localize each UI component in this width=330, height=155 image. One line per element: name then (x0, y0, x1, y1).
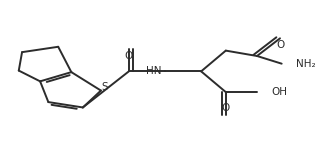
Text: OH: OH (272, 87, 288, 97)
Text: O: O (125, 51, 133, 61)
Text: HN: HN (146, 66, 162, 76)
Text: O: O (222, 103, 230, 113)
Text: O: O (276, 40, 284, 50)
Text: S: S (101, 82, 108, 92)
Text: NH₂: NH₂ (296, 59, 316, 69)
